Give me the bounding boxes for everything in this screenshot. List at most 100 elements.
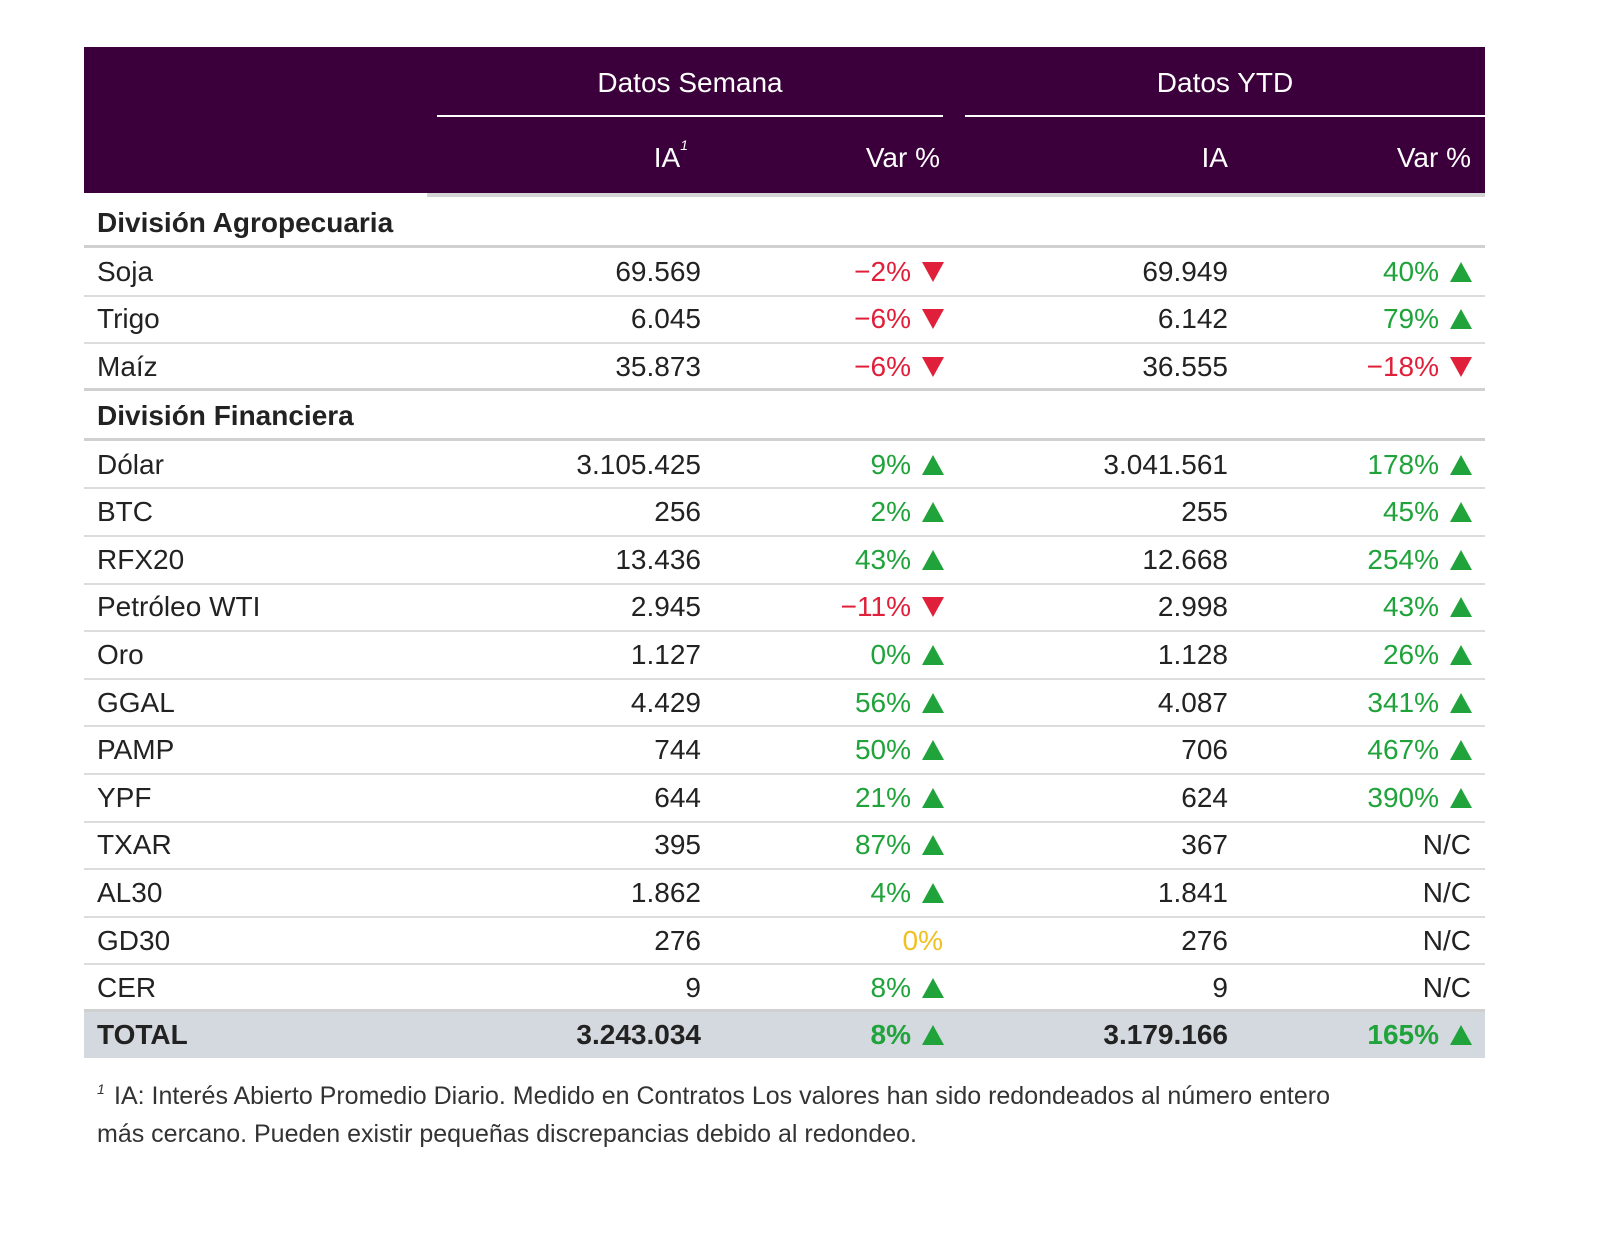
footnote-line: más cercano. Pueden existir pequeñas dis… bbox=[97, 1120, 917, 1148]
row-rule bbox=[84, 630, 1485, 633]
var-cell: 26% bbox=[1382, 639, 1439, 670]
up-arrow bbox=[922, 502, 944, 523]
cell: 2.945 bbox=[630, 591, 701, 623]
cell: 624 bbox=[1181, 781, 1228, 813]
row-label: CER bbox=[97, 972, 157, 1004]
down-arrow bbox=[922, 261, 944, 282]
row-rule bbox=[84, 582, 1485, 585]
cell: 3.243.034 bbox=[576, 1019, 701, 1050]
row-rule bbox=[84, 725, 1485, 728]
cell: 1.841 bbox=[1157, 877, 1228, 908]
var-cell: 79% bbox=[1382, 303, 1439, 335]
up-arrow bbox=[922, 692, 944, 713]
arrow-shape bbox=[922, 883, 944, 903]
var-cell: 43% bbox=[1382, 591, 1439, 623]
cell: 3.041.561 bbox=[1103, 448, 1228, 480]
row-rule bbox=[84, 773, 1485, 775]
cell: 395 bbox=[654, 829, 701, 861]
row-label: GD30 bbox=[97, 924, 171, 956]
row-label: Soja bbox=[97, 255, 154, 287]
arrow-shape bbox=[1450, 787, 1472, 808]
row-label: TXAR bbox=[97, 829, 172, 861]
group-title: Datos Semana bbox=[597, 67, 783, 98]
var-cell: N/C bbox=[1422, 924, 1471, 956]
row-label: RFX20 bbox=[97, 543, 185, 575]
row-rule bbox=[84, 342, 1485, 345]
var-cell: −6% bbox=[854, 303, 911, 335]
row-label: TOTAL bbox=[97, 1019, 188, 1050]
up-arrow bbox=[922, 645, 944, 665]
var-cell: 165% bbox=[1367, 1019, 1439, 1050]
group-rule bbox=[437, 115, 943, 117]
var-cell: 45% bbox=[1382, 496, 1439, 528]
var-cell: 43% bbox=[854, 543, 911, 575]
var-cell: 0% bbox=[902, 924, 943, 956]
var-cell: 467% bbox=[1367, 734, 1439, 766]
column-header: Var % bbox=[865, 142, 940, 173]
group-title: Datos YTD bbox=[1156, 67, 1294, 98]
section-title: División Financiera bbox=[97, 399, 354, 431]
var-cell: 254% bbox=[1367, 543, 1439, 575]
up-arrow bbox=[922, 549, 944, 570]
var-cell: 8% bbox=[870, 972, 911, 1004]
header-band bbox=[84, 47, 1485, 193]
cell: 69.949 bbox=[1142, 255, 1228, 287]
row-label: Oro bbox=[97, 639, 144, 670]
row-rule bbox=[84, 535, 1485, 537]
arrow-shape bbox=[922, 740, 944, 761]
row-rule bbox=[84, 677, 1485, 680]
var-cell: 0% bbox=[870, 639, 911, 670]
cell: 6.142 bbox=[1157, 303, 1228, 335]
arrow-shape bbox=[922, 645, 944, 665]
arrow-shape bbox=[922, 692, 944, 713]
arrow-shape bbox=[922, 1025, 944, 1045]
group-rule bbox=[965, 115, 1485, 117]
var-cell: 178% bbox=[1367, 448, 1439, 480]
up-arrow bbox=[1450, 692, 1472, 713]
var-cell: 4% bbox=[870, 877, 911, 908]
down-arrow bbox=[922, 357, 944, 377]
cell: 1.127 bbox=[630, 639, 701, 670]
row-label: Maíz bbox=[97, 351, 158, 382]
arrow-shape bbox=[922, 597, 944, 618]
header-rule bbox=[427, 193, 1485, 197]
cell: 4.429 bbox=[630, 686, 701, 718]
footnote-line: IA: Interés Abierto Promedio Diario. Med… bbox=[114, 1082, 1330, 1110]
cell: 256 bbox=[654, 496, 701, 528]
down-arrow bbox=[922, 309, 944, 330]
row-rule bbox=[84, 1009, 1485, 1012]
arrow-shape bbox=[1450, 309, 1472, 330]
cell: 3.179.166 bbox=[1103, 1019, 1228, 1050]
row-label: Petróleo WTI bbox=[97, 591, 261, 623]
arrow-shape bbox=[1450, 502, 1472, 523]
up-arrow bbox=[922, 883, 944, 903]
up-arrow bbox=[1450, 309, 1472, 330]
var-cell: −6% bbox=[854, 351, 911, 382]
arrow-shape bbox=[922, 309, 944, 330]
arrow-shape bbox=[922, 835, 944, 856]
up-arrow bbox=[922, 787, 944, 808]
row-label: GGAL bbox=[97, 686, 175, 718]
cell: 1.862 bbox=[630, 877, 701, 908]
arrow-shape bbox=[922, 549, 944, 570]
row-rule bbox=[84, 915, 1485, 918]
cell: 276 bbox=[1181, 924, 1228, 956]
arrow-shape bbox=[1450, 645, 1472, 665]
var-cell: 8% bbox=[870, 1019, 911, 1050]
cell: 9 bbox=[685, 972, 701, 1004]
up-arrow bbox=[1450, 597, 1472, 618]
cell: 744 bbox=[654, 734, 701, 766]
row-rule bbox=[84, 868, 1485, 871]
arrow-shape bbox=[922, 261, 944, 282]
cell: 706 bbox=[1181, 734, 1228, 766]
cell: 255 bbox=[1181, 496, 1228, 528]
arrow-shape bbox=[1450, 357, 1472, 377]
arrow-shape bbox=[1450, 261, 1472, 282]
cell: 4.087 bbox=[1157, 686, 1228, 718]
up-arrow bbox=[1450, 645, 1472, 665]
var-cell: 50% bbox=[854, 734, 911, 766]
footnote-mark: 1 bbox=[680, 137, 688, 153]
cell: 367 bbox=[1181, 829, 1228, 861]
up-arrow bbox=[1450, 502, 1472, 523]
arrow-shape bbox=[1450, 692, 1472, 713]
